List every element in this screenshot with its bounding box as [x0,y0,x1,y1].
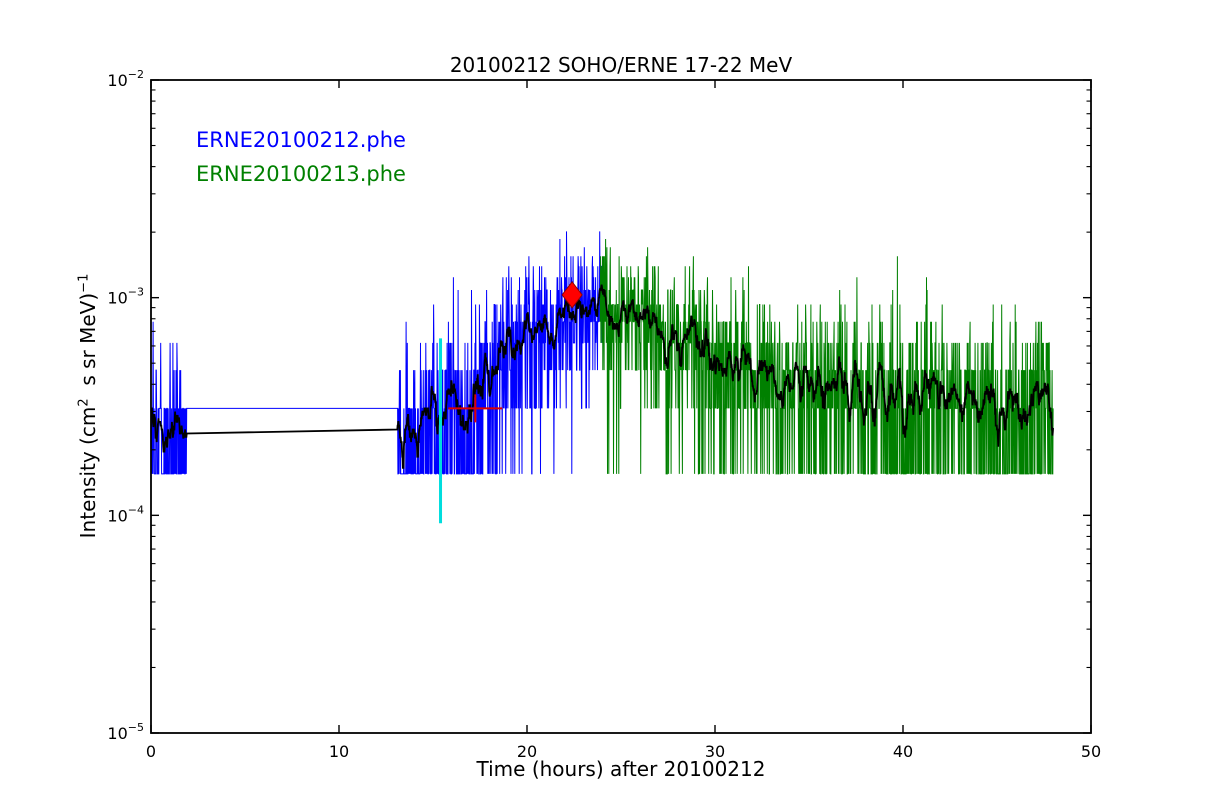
x-axis-label: Time (hours) after 20100212 [476,757,766,781]
smoothed-line-layer [151,284,1054,469]
axes-frame-layer [150,79,1092,734]
smoothed-average-line [151,284,1054,469]
x-tick-label: 20 [517,742,537,761]
y-axis-label-units: s sr MeV) [76,292,100,399]
data-series-layer [151,231,1054,475]
red-diamond-marker [561,281,583,309]
x-tick-label: 10 [329,742,349,761]
legend-item-file1: ERNE20100212.phe [196,128,406,152]
x-tick-label: 0 [146,742,156,761]
y-tick-label: 10−3 [107,286,144,308]
y-axis-label: Intensity (cm2 s sr MeV)−1 [76,274,100,539]
y-tick-label: 10−2 [107,68,144,90]
legend-item-file2: ERNE20100213.phe [196,162,406,186]
y-axis-label-text: Intensity (cm [76,406,100,539]
x-tick-label: 50 [1081,742,1101,761]
annotations-layer [439,281,583,524]
plot-frame [150,79,1092,734]
y-axis-label-sup-minus1: −1 [76,273,92,293]
series-erne20100212-phe [151,231,603,475]
x-tick-label: 30 [705,742,725,761]
y-tick-label: 10−5 [107,721,144,743]
x-tick-label: 40 [893,742,913,761]
legend: ERNE20100212.phe ERNE20100213.phe [196,123,406,191]
y-tick-label: 10−4 [107,503,144,525]
y-axis-label-sup-2: 2 [76,398,92,407]
series-erne20100213-phe [599,238,1054,475]
chart-title: 20100212 SOHO/ERNE 17-22 MeV [449,53,793,77]
